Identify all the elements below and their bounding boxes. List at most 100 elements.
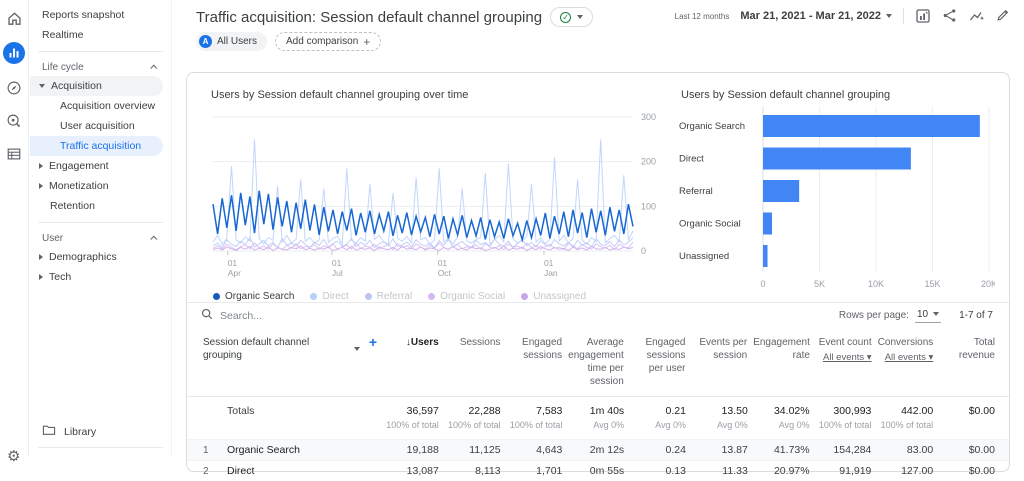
- rows-per-page-select[interactable]: 10: [914, 308, 942, 323]
- metric-selector-conversions[interactable]: All events ▾: [884, 352, 934, 363]
- svg-text:300: 300: [641, 112, 656, 122]
- legend-label: Unassigned: [533, 291, 587, 302]
- data-quality-badge[interactable]: ✓: [550, 7, 594, 27]
- table-row[interactable]: 2 Direct 13,087 8,113 1,701 0m 55s 0.13 11.33 20…: [187, 460, 1009, 481]
- legend-item-organic-search[interactable]: Organic Search: [213, 291, 294, 302]
- sidebar-divider: [38, 222, 163, 223]
- row-number: 2: [203, 465, 209, 477]
- edit-chart-icon[interactable]: [915, 8, 931, 24]
- chevron-right-icon: [39, 254, 43, 260]
- row-value: 11.33: [722, 465, 748, 477]
- bar-chart-block: Users by Session default channel groupin…: [679, 85, 997, 302]
- column-header-engaged-sessions-per-user[interactable]: Engaged sessions per user: [645, 337, 686, 374]
- sidebar-item-acquisition[interactable]: Acquisition: [30, 76, 163, 96]
- advertising-icon[interactable]: [5, 112, 23, 130]
- sidebar-section-user[interactable]: User: [30, 229, 171, 247]
- svg-text:5K: 5K: [814, 279, 825, 289]
- configure-icon[interactable]: [5, 145, 23, 163]
- sidebar-item-tech[interactable]: Tech: [30, 267, 163, 287]
- totals-number: 7,583: [536, 405, 563, 417]
- sidebar-item-reports-snapshot[interactable]: Reports snapshot: [42, 9, 125, 21]
- home-icon[interactable]: [5, 9, 23, 27]
- table-toolbar: Rows per page: 10 1-7 of 7: [187, 302, 1009, 328]
- row-value: 91,919: [839, 465, 872, 477]
- users-by-channel-bar-chart[interactable]: 0 5K 10K 15K 20K Organic Search Direct Referral…: [679, 105, 997, 293]
- rows-per-page-value: 10: [916, 308, 929, 320]
- totals-number: 0.21: [665, 405, 686, 417]
- column-header-average-engagement-time-per-session[interactable]: Average engagement time per session: [568, 337, 624, 387]
- sidebar-item-acquisition-overview[interactable]: Acquisition overview: [60, 100, 156, 112]
- totals-value: 300,993 100% of total: [810, 405, 872, 430]
- legend-item-referral[interactable]: Referral: [364, 291, 413, 302]
- sidebar-item-library[interactable]: Library: [42, 424, 96, 439]
- legend-label: Referral: [376, 291, 413, 302]
- section-label: Life cycle: [42, 61, 84, 73]
- sidebar-item-engagement[interactable]: Engagement: [30, 156, 163, 176]
- chevron-down-icon: [577, 15, 584, 19]
- settings-gear-icon[interactable]: ⚙: [7, 448, 21, 465]
- legend-item-direct[interactable]: Direct: [310, 291, 349, 302]
- table-row[interactable]: 1 Organic Search 19,188 11,125 4,643 2m 12s 0.…: [187, 439, 1009, 460]
- column-header-event-count[interactable]: Event count All events ▾: [810, 328, 872, 396]
- row-value: 13,087: [406, 465, 439, 477]
- pagination-range: 1-7 of 7: [959, 310, 993, 321]
- insights-icon[interactable]: [969, 8, 985, 24]
- totals-label: Totals: [227, 405, 255, 417]
- svg-text:01: 01: [438, 258, 448, 268]
- totals-value: 0.21 Avg 0%: [624, 405, 686, 430]
- column-header-engaged-sessions[interactable]: Engaged sessions: [522, 337, 563, 361]
- column-header-users[interactable]: ↓Users: [405, 337, 439, 348]
- explore-icon[interactable]: [5, 79, 23, 97]
- svg-text:Organic Search: Organic Search: [679, 121, 745, 132]
- column-header-sessions[interactable]: Sessions: [459, 337, 501, 348]
- svg-text:Direct: Direct: [679, 154, 704, 165]
- check-circle-icon: ✓: [560, 11, 572, 23]
- sidebar-item-label: Retention: [50, 200, 95, 212]
- column-header-dimension[interactable]: Session default channel grouping +: [201, 328, 377, 396]
- column-header-engagement-rate[interactable]: Engagement rate: [753, 337, 810, 361]
- totals-subtext: Avg 0%: [716, 420, 748, 430]
- sidebar-section-life-cycle[interactable]: Life cycle: [30, 58, 171, 76]
- totals-subtext: Avg 0%: [593, 420, 625, 430]
- header-controls: Last 12 months Mar 21, 2021 - Mar 21, 20…: [675, 8, 1012, 24]
- svg-text:20K: 20K: [981, 279, 995, 289]
- column-header-total-revenue[interactable]: Total revenue: [958, 337, 995, 361]
- sidebar-item-demographics[interactable]: Demographics: [30, 247, 163, 267]
- metric-selector-event-count[interactable]: All events ▾: [822, 352, 872, 363]
- legend-dot-icon: [428, 293, 436, 300]
- legend-item-unassigned[interactable]: Unassigned: [521, 291, 586, 302]
- search-input[interactable]: [220, 309, 400, 322]
- sidebar-item-retention[interactable]: Retention: [30, 196, 163, 216]
- svg-text:Oct: Oct: [438, 268, 452, 278]
- add-column-button[interactable]: +: [368, 334, 377, 350]
- totals-number: 22,288: [468, 405, 501, 417]
- all-users-chip[interactable]: A All Users: [196, 32, 268, 51]
- add-comparison-label: Add comparison: [286, 36, 359, 47]
- svg-text:Referral: Referral: [679, 186, 713, 197]
- main-content: Traffic acquisition: Session default cha…: [172, 0, 1024, 477]
- table-totals-row: Totals 36,597 100% of total 22,288 100% of t…: [187, 397, 1009, 439]
- sidebar-item-label: Monetization: [49, 180, 109, 192]
- bar-chart-title: Users by Session default channel groupin…: [681, 89, 891, 101]
- sidebar-item-realtime[interactable]: Realtime: [42, 29, 84, 41]
- edit-pencil-icon[interactable]: [996, 8, 1012, 24]
- share-icon[interactable]: [942, 8, 958, 24]
- totals-number: 36,597: [406, 405, 439, 417]
- totals-value: 34.02% Avg 0%: [748, 405, 810, 430]
- column-header-conversions[interactable]: Conversions All events ▾: [877, 337, 934, 363]
- sidebar-item-user-acquisition[interactable]: User acquisition: [60, 120, 135, 132]
- totals-number: 13.50: [721, 405, 748, 417]
- legend-dot-icon: [521, 293, 529, 300]
- totals-number: 1m 40s: [589, 405, 625, 417]
- reports-icon[interactable]: [3, 42, 25, 64]
- row-value: 1,701: [536, 465, 563, 477]
- sidebar-item-monetization[interactable]: Monetization: [30, 176, 163, 196]
- legend-item-organic-social[interactable]: Organic Social: [428, 291, 505, 302]
- column-header-events-per-session[interactable]: Events per session: [699, 337, 748, 361]
- date-range-picker[interactable]: Mar 21, 2021 - Mar 21, 2022: [740, 10, 892, 22]
- add-comparison-chip[interactable]: Add comparison +: [275, 32, 382, 51]
- totals-subtext: 100% of total: [509, 420, 563, 430]
- row-value: 0m 55s: [589, 465, 625, 477]
- sidebar-item-traffic-acquisition[interactable]: Traffic acquisition: [30, 136, 163, 156]
